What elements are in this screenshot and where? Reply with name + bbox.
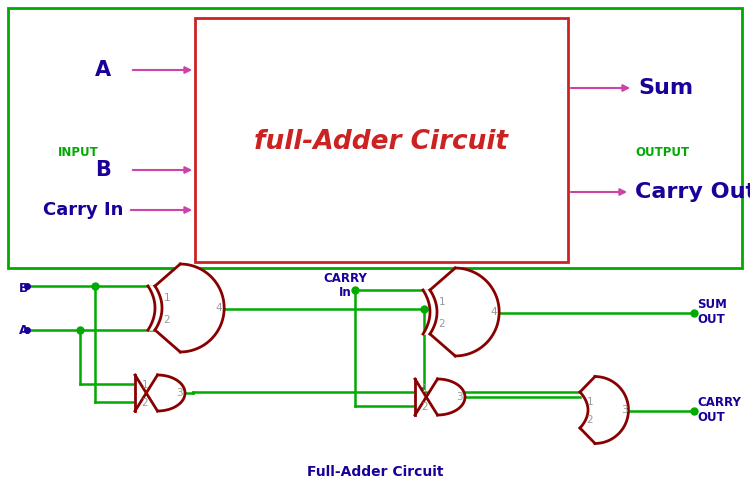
Text: OUT: OUT	[697, 411, 724, 424]
Text: Carry In: Carry In	[43, 201, 123, 219]
Text: 2: 2	[142, 398, 148, 408]
Text: INPUT: INPUT	[58, 146, 98, 159]
Text: OUT: OUT	[697, 313, 724, 326]
Text: 2: 2	[164, 315, 170, 325]
Text: 3: 3	[456, 392, 462, 402]
Text: B: B	[19, 282, 28, 295]
Text: 1: 1	[142, 380, 148, 390]
Text: 2: 2	[439, 319, 446, 329]
Text: CARRY: CARRY	[697, 396, 741, 409]
Polygon shape	[155, 264, 224, 352]
Polygon shape	[423, 290, 437, 334]
Text: 1: 1	[164, 293, 170, 303]
Text: Carry Out: Carry Out	[635, 182, 750, 202]
Text: 3: 3	[621, 405, 627, 415]
Text: Full-Adder Circuit: Full-Adder Circuit	[307, 465, 443, 479]
Text: 1: 1	[586, 397, 593, 407]
Text: 1: 1	[422, 384, 428, 394]
Text: SUM: SUM	[697, 298, 727, 311]
Text: In: In	[339, 285, 351, 298]
Text: Sum: Sum	[638, 78, 693, 98]
Text: A: A	[19, 323, 28, 336]
Text: 2: 2	[422, 402, 428, 412]
Text: 2: 2	[586, 415, 593, 425]
Text: 4: 4	[490, 307, 497, 317]
Text: CARRY: CARRY	[323, 271, 367, 284]
Text: full-Adder Circuit: full-Adder Circuit	[254, 129, 508, 155]
Text: OUTPUT: OUTPUT	[635, 146, 689, 159]
Polygon shape	[430, 268, 500, 356]
Text: A: A	[95, 60, 111, 80]
Polygon shape	[580, 376, 628, 443]
Text: 4: 4	[216, 303, 222, 313]
Polygon shape	[135, 375, 185, 411]
Text: 3: 3	[176, 388, 182, 398]
Text: B: B	[95, 160, 111, 180]
Text: 1: 1	[439, 297, 446, 307]
Polygon shape	[148, 286, 162, 330]
Polygon shape	[415, 379, 465, 415]
